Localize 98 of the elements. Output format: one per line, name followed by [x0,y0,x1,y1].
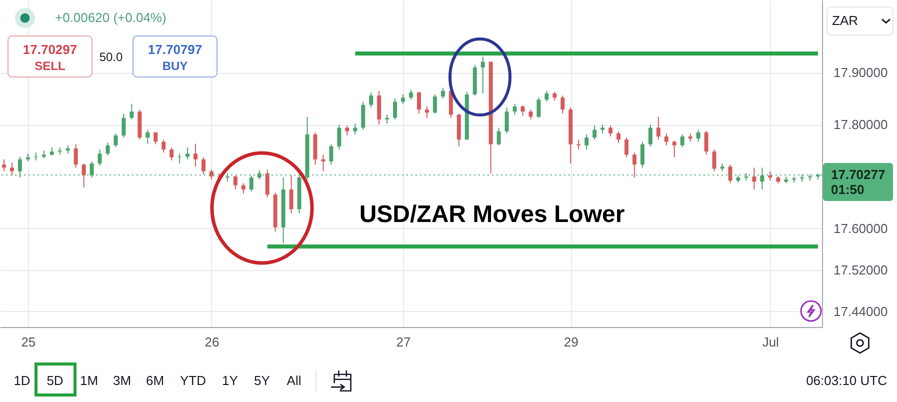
candlestick [170,146,174,161]
text: 6M [146,373,164,388]
text: 1M [80,373,98,388]
y-tick-label: 17.52000 [834,262,888,278]
candlestick [424,106,429,118]
y-tick-label: 17.60000 [834,220,888,236]
text: 1Y [222,373,238,388]
text: 06:03:10 UTC [806,373,887,388]
annotation: USD/ZAR Moves Lower [359,201,625,228]
candlestick [114,132,118,148]
candlestick [616,130,620,144]
text: ZAR [832,13,858,28]
candlestick [393,98,398,120]
x-tick-label: 29 [564,334,578,350]
candlestick [146,129,150,144]
candlestick [2,158,6,172]
candlestick [289,174,294,214]
text: YTD [180,373,206,388]
candlestick [337,124,342,150]
candlestick [536,97,541,118]
ref-line-label: 17.70277 01:50 [831,167,886,198]
candlestick [209,169,214,180]
candlestick [377,90,382,126]
candlestick [712,148,716,172]
candlestick [18,156,22,178]
candlestick [178,153,182,164]
candlestick [592,125,597,140]
text: All [286,373,302,388]
candlestick [241,182,246,194]
candlestick [480,56,485,94]
candlestick [624,137,628,158]
candlestick [130,103,134,120]
candlestick [106,142,110,156]
candlestick [672,140,676,158]
annotation: +0.00620 (+0.04%) [55,10,166,25]
candlestick [680,134,684,148]
candlestick [345,125,350,136]
candlestick [401,94,406,104]
candlestick [760,167,764,190]
candlestick [74,144,78,168]
candlestick [632,152,636,178]
candlestick [249,174,254,192]
candlestick [353,123,358,135]
candlestick [544,90,549,102]
annotation: 17.70797 [148,42,202,57]
candlestick [416,91,421,114]
candlestick [640,141,644,168]
candlestick [186,146,190,160]
y-tick-label: 17.44000 [834,304,888,319]
candlestick [202,156,206,175]
x-tick-label: 27 [396,334,411,350]
candlestick [122,113,126,138]
annotation: BUY [162,59,188,73]
x-tick-label: 26 [204,334,220,350]
candlestick [560,95,565,114]
x-tick-label: Jul [762,334,780,350]
candlestick [10,162,14,176]
candlestick [34,152,38,161]
annotation: SELL [34,59,66,73]
candlestick [752,167,756,190]
candlestick [584,134,589,150]
candlestick [369,92,374,108]
annotation: 17.70297 [22,42,78,57]
text: 5Y [254,373,270,388]
candlestick [162,139,166,154]
y-tick-label: 17.90000 [834,65,888,80]
candlestick [512,103,517,116]
candlestick [432,94,437,114]
x-tick-label: 25 [21,334,36,350]
candlestick [90,160,94,178]
annotation: 50.0 [99,50,123,64]
candlestick [608,125,613,138]
candlestick [361,101,366,130]
candlestick [648,124,652,147]
candlestick [528,109,533,120]
candlestick [728,164,732,184]
text: 1D [14,373,30,388]
candlestick [504,106,509,134]
candlestick [696,129,700,142]
candlestick [656,116,660,140]
candlestick [520,104,525,116]
y-tick-label: 17.80000 [834,117,888,132]
candlestick [664,132,668,146]
candlestick [98,148,102,166]
text: 5D [46,373,64,388]
candlestick [233,174,238,190]
candlestick [576,139,581,150]
candlestick [321,154,326,172]
candlestick [768,170,772,182]
candlestick [265,169,270,198]
candlestick [704,130,708,156]
candlestick [440,87,445,100]
candlestick [409,89,413,100]
text: 3M [112,373,132,388]
candlestick [82,163,86,188]
candlestick [496,127,501,146]
candlestick [194,143,198,168]
candlestick [329,144,334,166]
